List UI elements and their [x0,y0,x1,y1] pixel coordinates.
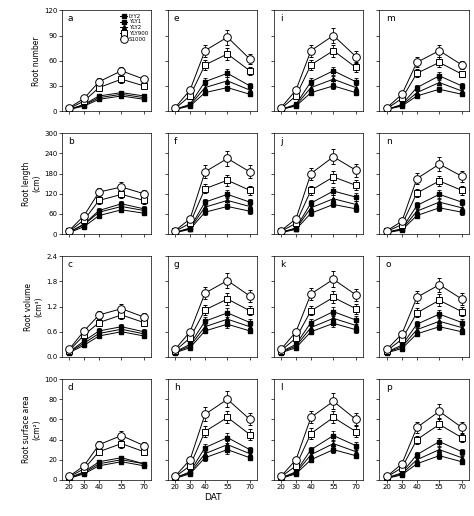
Text: n: n [386,137,392,146]
Text: k: k [280,260,285,269]
Text: i: i [280,14,283,23]
Text: e: e [174,14,180,23]
Text: j: j [280,137,283,146]
X-axis label: DAT: DAT [204,493,221,502]
Text: o: o [386,260,391,269]
Y-axis label: Root length
(cm): Root length (cm) [22,162,41,206]
Y-axis label: Root number: Root number [32,36,41,86]
Text: p: p [386,383,392,392]
Text: c: c [68,260,73,269]
Text: f: f [174,137,177,146]
Text: h: h [174,383,180,392]
Text: a: a [68,14,73,23]
Y-axis label: Root volume
(cm³): Root volume (cm³) [24,283,44,331]
Legend: LYY2, YLY1, YLY2, YLY900, S1000: LYY2, YLY1, YLY2, YLY900, S1000 [120,13,149,42]
Text: g: g [174,260,180,269]
Text: b: b [68,137,73,146]
Text: l: l [280,383,283,392]
Y-axis label: Root surface area
(cm²): Root surface area (cm²) [22,396,41,463]
Text: d: d [68,383,73,392]
Text: m: m [386,14,394,23]
